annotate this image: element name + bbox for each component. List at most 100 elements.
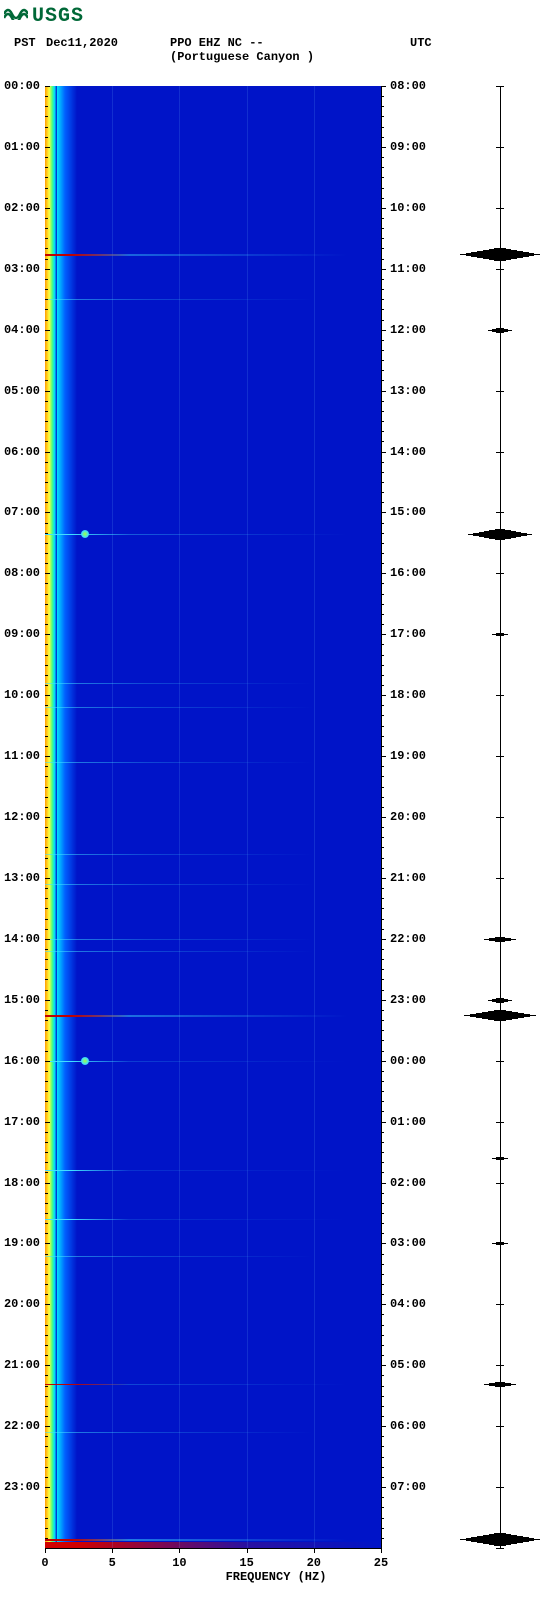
ytick-right-minor [381, 441, 384, 442]
ytick-right-minor [381, 188, 384, 189]
spectrogram-event [45, 1539, 381, 1541]
ytick-right-minor [381, 1264, 384, 1265]
ytick-right-minor [381, 959, 384, 960]
ytick-left [45, 512, 50, 513]
spectrogram-faint-streak [45, 884, 381, 885]
spectrogram-vline [112, 86, 113, 1548]
ylabel-left: 03:00 [0, 262, 40, 276]
ytick-right-minor [381, 1020, 384, 1021]
ytick-right-minor [381, 492, 384, 493]
ytick-left-minor [45, 431, 48, 432]
ytick-right-minor [381, 157, 384, 158]
ytick-right-minor [381, 259, 384, 260]
ytick-left-minor [45, 746, 48, 747]
ytick-left-minor [45, 1355, 48, 1356]
ytick-right-minor [381, 320, 384, 321]
seismo-tick [496, 1426, 504, 1427]
ytick-left-minor [45, 1274, 48, 1275]
ytick-left [45, 878, 50, 879]
page: USGS PST Dec11,2020 PPO EHZ NC -- (Portu… [0, 0, 552, 1613]
ytick-right [381, 1183, 386, 1184]
ylabel-right: 08:00 [390, 79, 426, 93]
ytick-left-minor [45, 644, 48, 645]
ytick-right-minor [381, 218, 384, 219]
ytick-left-minor [45, 1507, 48, 1508]
ytick-left-minor [45, 1406, 48, 1407]
ytick-left-minor [45, 279, 48, 280]
ytick-left-minor [45, 380, 48, 381]
ytick-left-minor [45, 1132, 48, 1133]
ytick-right-minor [381, 766, 384, 767]
ytick-right [381, 1365, 386, 1366]
ytick-left [45, 634, 50, 635]
xtick [314, 1548, 315, 1553]
ytick-right-minor [381, 1457, 384, 1458]
ytick-right [381, 1243, 386, 1244]
ytick-left-minor [45, 766, 48, 767]
ytick-right [381, 1000, 386, 1001]
ylabel-right: 04:00 [390, 1297, 426, 1311]
ytick-right-minor [381, 1294, 384, 1295]
ytick-right-minor [381, 1528, 384, 1529]
ytick-right-minor [381, 177, 384, 178]
xlabel: 5 [109, 1556, 116, 1570]
spectrogram-hotspot [81, 1057, 89, 1065]
ytick-right-minor [381, 198, 384, 199]
ytick-right [381, 1122, 386, 1123]
ytick-right-minor [381, 1010, 384, 1011]
ytick-right-minor [381, 888, 384, 889]
ylabel-right: 15:00 [390, 505, 426, 519]
ytick-left-minor [45, 1213, 48, 1214]
seismo-tick [496, 817, 504, 818]
ytick-left-minor [45, 1477, 48, 1478]
ytick-right-minor [381, 644, 384, 645]
seismo-burst [494, 1020, 506, 1021]
ytick-left-minor [45, 462, 48, 463]
ytick-left-minor [45, 929, 48, 930]
ylabel-right: 18:00 [390, 688, 426, 702]
ytick-left-minor [45, 827, 48, 828]
ytick-right-minor [381, 726, 384, 727]
ytick-left [45, 330, 50, 331]
ytick-left-minor [45, 320, 48, 321]
ytick-left [45, 756, 50, 757]
ytick-right-minor [381, 380, 384, 381]
ylabel-left: 18:00 [0, 1176, 40, 1190]
ytick-right-minor [381, 1101, 384, 1102]
seismo-tick [496, 1061, 504, 1062]
ytick-left [45, 573, 50, 574]
ytick-left-minor [45, 492, 48, 493]
ylabel-left: 04:00 [0, 323, 40, 337]
ytick-right-minor [381, 1396, 384, 1397]
ytick-left-minor [45, 919, 48, 920]
ytick-left [45, 1243, 50, 1244]
ytick-right [381, 573, 386, 574]
ytick-left-minor [45, 949, 48, 950]
ytick-right-minor [381, 624, 384, 625]
ytick-right-minor [381, 929, 384, 930]
ytick-left-minor [45, 837, 48, 838]
ylabel-left: 13:00 [0, 871, 40, 885]
ytick-left-minor [45, 543, 48, 544]
ytick-right-minor [381, 309, 384, 310]
ytick-left-minor [45, 715, 48, 716]
ytick-right-minor [381, 807, 384, 808]
ytick-left [45, 208, 50, 209]
spectrogram-faint-streak [45, 951, 381, 952]
ytick-right-minor [381, 1203, 384, 1204]
ytick-left-minor [45, 1172, 48, 1173]
ylabel-left: 22:00 [0, 1419, 40, 1433]
seismo-burst [495, 941, 506, 942]
ytick-right-minor [381, 116, 384, 117]
ylabel-left: 19:00 [0, 1236, 40, 1250]
spectrogram-plot [45, 86, 381, 1548]
ytick-right-minor [381, 1152, 384, 1153]
ytick-left-minor [45, 1071, 48, 1072]
ytick-left-minor [45, 127, 48, 128]
ytick-right-minor [381, 401, 384, 402]
ytick-left [45, 391, 50, 392]
ytick-right-minor [381, 705, 384, 706]
ytick-right-minor [381, 1030, 384, 1031]
ytick-left-minor [45, 594, 48, 595]
ytick-left [45, 1183, 50, 1184]
